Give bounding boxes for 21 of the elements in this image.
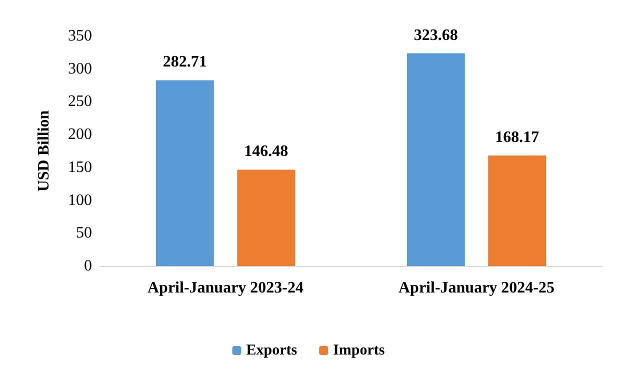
legend-label: Exports xyxy=(246,342,298,358)
x-tick-label: April-January 2024-25 xyxy=(398,280,554,296)
y-tick-label: 350 xyxy=(68,28,92,44)
bar xyxy=(488,155,546,266)
x-tick-label: April-January 2023-24 xyxy=(148,280,304,296)
data-label: 323.68 xyxy=(414,26,458,44)
bar xyxy=(156,80,214,266)
data-label: 282.71 xyxy=(162,54,207,71)
y-tick-label: 0 xyxy=(84,258,92,274)
bar xyxy=(406,53,465,266)
y-tick-label: 300 xyxy=(68,60,92,78)
data-label: 146.48 xyxy=(244,143,288,160)
y-tick-label: 150 xyxy=(68,158,92,176)
legend-label: Imports xyxy=(333,342,385,358)
bar xyxy=(237,170,296,266)
y-tick-label: 100 xyxy=(68,192,92,209)
y-tick-label: 50 xyxy=(76,224,92,242)
y-tick-label: 250 xyxy=(68,93,92,110)
y-tick-label: 200 xyxy=(68,126,92,144)
data-label: 168.17 xyxy=(495,128,540,146)
y-axis-title: USD Billion xyxy=(36,110,52,192)
